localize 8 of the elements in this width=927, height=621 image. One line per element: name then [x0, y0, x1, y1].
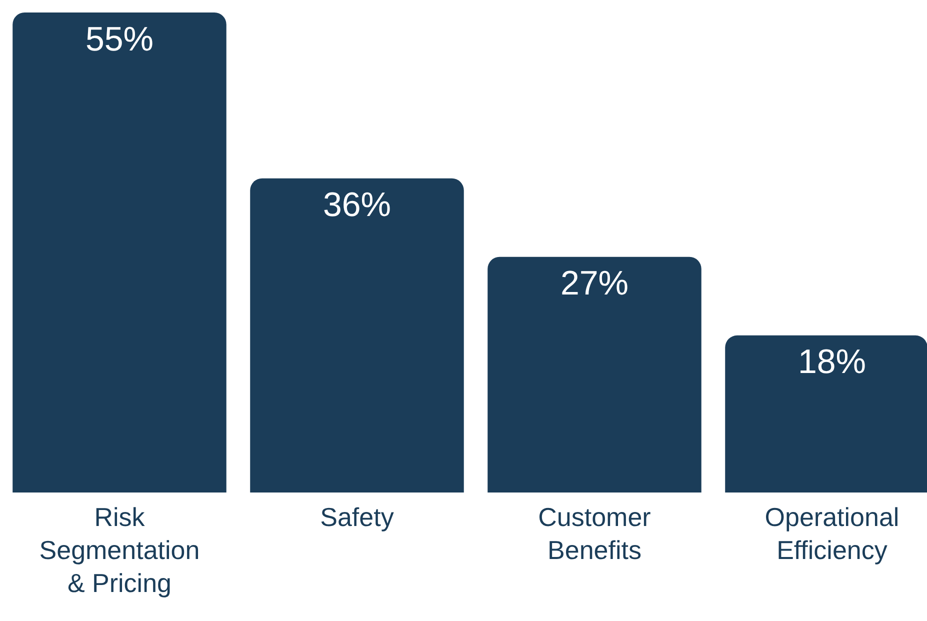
data-label: 36% — [322, 186, 392, 224]
x-tick-label: Safety — [320, 502, 394, 532]
data-label: 55% — [85, 20, 154, 58]
x-tick-label: Risk Segmentation & Pricing — [39, 502, 200, 598]
x-tick-label: Customer Benefits — [538, 502, 652, 566]
x-tick-label: Operational Efficiency — [764, 502, 900, 566]
data-label: 27% — [560, 264, 629, 303]
data-label: 18% — [798, 343, 866, 382]
